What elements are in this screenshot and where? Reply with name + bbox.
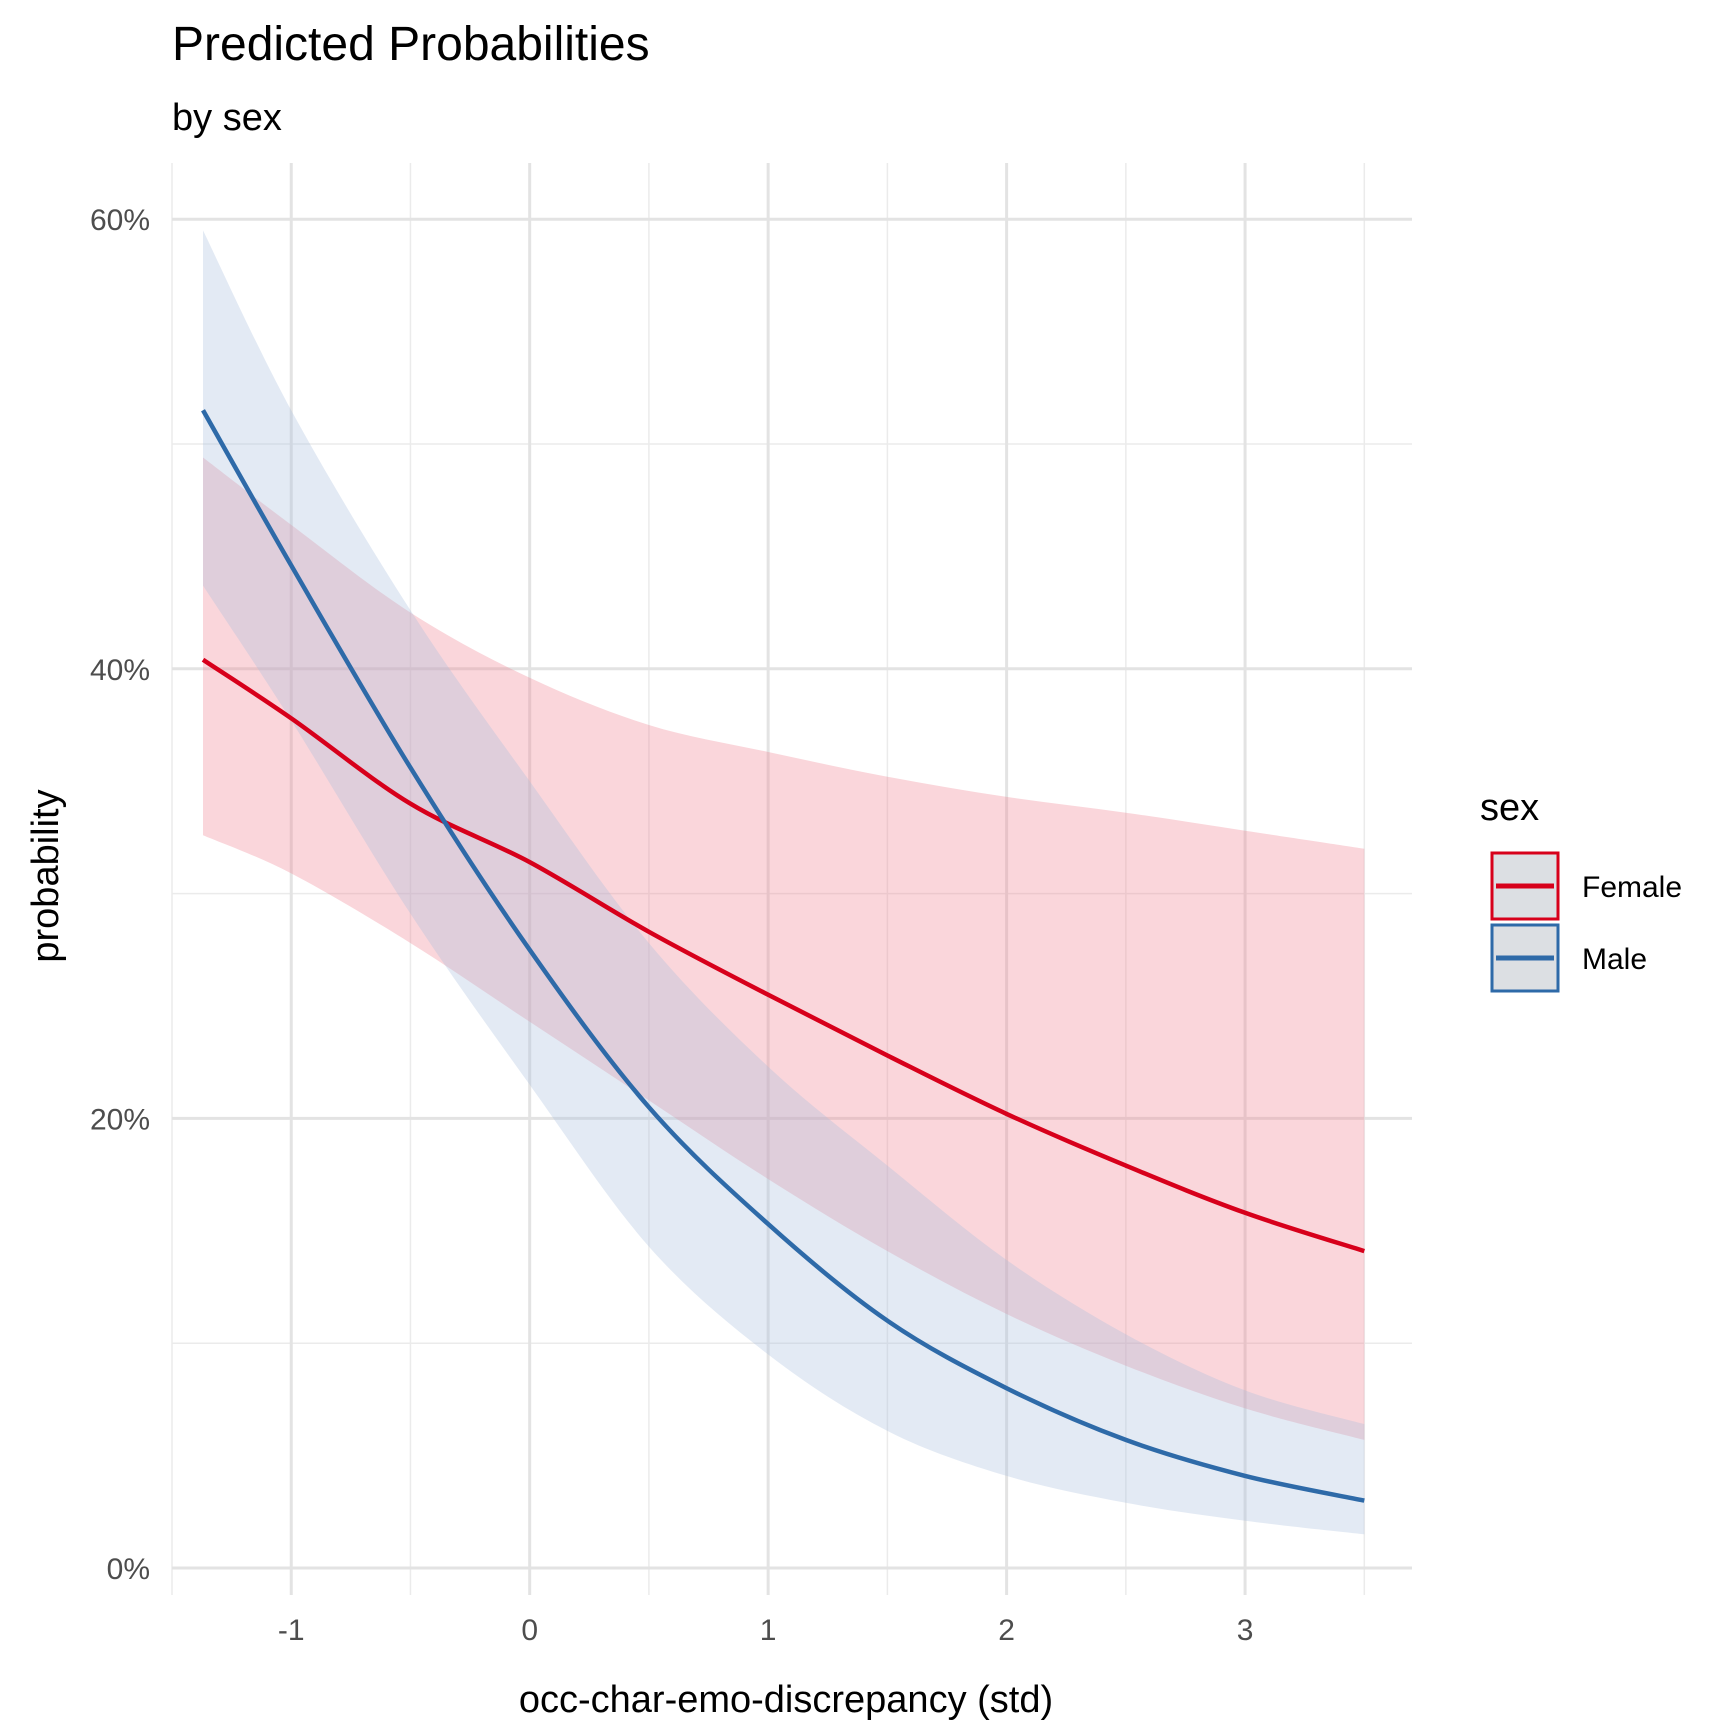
- x-tick-label: 0: [521, 1614, 538, 1647]
- y-tick-label: 20%: [90, 1103, 150, 1136]
- series-line-female: [201, 657, 1365, 1254]
- legend-key-male: [1490, 923, 1560, 993]
- confidence-band-male: [203, 230, 1365, 1535]
- chart-subtitle: by sex: [172, 97, 282, 139]
- x-axis-title: occ-char-emo-discrepancy (std): [519, 1679, 1053, 1721]
- chart-title: Predicted Probabilities: [172, 18, 650, 71]
- x-tick-label: -1: [278, 1614, 305, 1647]
- legend: sex Female Male: [1480, 787, 1682, 993]
- confidence-bands: [203, 230, 1365, 1535]
- y-tick-label: 40%: [90, 654, 150, 687]
- legend-title: sex: [1480, 787, 1539, 829]
- grid-major: [172, 163, 1412, 1595]
- legend-label: Female: [1582, 871, 1682, 904]
- legend-label: Male: [1582, 943, 1647, 976]
- series-lines: [201, 409, 1365, 1503]
- y-tick-label: 60%: [90, 204, 150, 237]
- series-line-male: [201, 409, 1365, 1503]
- grid-minor: [171, 163, 1412, 1595]
- y-axis-ticks: 0% 20% 40% 60%: [90, 204, 150, 1586]
- x-axis-ticks: -1 0 1 2 3: [278, 1614, 1254, 1647]
- y-axis-title: probability: [25, 789, 67, 962]
- x-tick-label: 1: [760, 1614, 777, 1647]
- legend-key-female: [1490, 851, 1560, 921]
- x-tick-label: 3: [1237, 1614, 1254, 1647]
- confidence-band-female: [203, 457, 1365, 1440]
- x-tick-label: 2: [998, 1614, 1015, 1647]
- y-tick-label: 0%: [107, 1553, 150, 1586]
